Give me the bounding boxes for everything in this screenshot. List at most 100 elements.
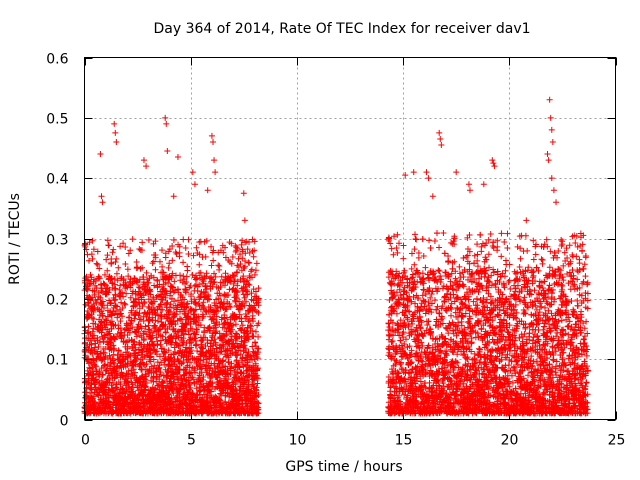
data-point bbox=[129, 362, 136, 369]
data-point bbox=[211, 270, 218, 277]
data-point bbox=[241, 294, 248, 301]
data-point bbox=[191, 283, 198, 290]
data-point bbox=[94, 261, 101, 268]
data-point bbox=[243, 298, 250, 305]
data-point bbox=[239, 237, 246, 244]
data-point bbox=[198, 341, 205, 348]
data-point bbox=[146, 327, 153, 334]
data-point bbox=[194, 347, 201, 354]
data-point bbox=[226, 239, 233, 246]
data-point bbox=[251, 339, 258, 346]
data-point bbox=[218, 273, 225, 280]
data-point bbox=[114, 277, 121, 284]
data-point bbox=[145, 237, 152, 244]
data-point bbox=[190, 252, 197, 259]
data-point bbox=[136, 245, 143, 252]
data-point bbox=[440, 230, 447, 237]
data-point bbox=[193, 385, 200, 392]
data-point bbox=[167, 301, 174, 308]
data-point bbox=[194, 287, 201, 294]
data-point bbox=[196, 261, 203, 268]
data-point bbox=[577, 340, 584, 347]
data-point bbox=[115, 264, 122, 271]
data-point bbox=[154, 338, 161, 345]
data-point bbox=[431, 237, 438, 244]
data-point bbox=[159, 263, 166, 270]
data-point bbox=[252, 267, 259, 274]
data-point bbox=[127, 247, 134, 254]
data-point bbox=[110, 246, 117, 253]
data-point bbox=[117, 318, 124, 325]
data-point bbox=[215, 262, 222, 269]
data-point bbox=[89, 237, 96, 244]
data-point bbox=[109, 249, 116, 256]
data-point bbox=[108, 256, 115, 263]
data-point bbox=[180, 259, 187, 266]
data-point bbox=[245, 259, 252, 266]
data-point bbox=[411, 261, 418, 268]
data-point bbox=[254, 380, 261, 387]
data-point bbox=[139, 239, 146, 246]
data-point bbox=[170, 236, 177, 243]
data-point bbox=[185, 331, 192, 338]
data-point bbox=[255, 285, 262, 292]
data-point bbox=[248, 323, 255, 330]
data-point bbox=[229, 254, 236, 261]
data-point bbox=[202, 253, 209, 260]
data-point bbox=[456, 263, 463, 270]
data-point bbox=[237, 351, 244, 358]
data-point bbox=[127, 294, 134, 301]
data-point bbox=[216, 263, 223, 270]
data-point bbox=[250, 253, 257, 260]
data-point bbox=[185, 236, 192, 243]
data-point bbox=[125, 250, 132, 257]
data-point bbox=[389, 338, 396, 345]
data-point bbox=[113, 270, 120, 277]
data-point bbox=[129, 236, 136, 243]
data-point bbox=[582, 273, 589, 280]
data-point bbox=[419, 270, 426, 277]
data-point bbox=[182, 245, 189, 252]
data-point bbox=[557, 295, 564, 302]
data-point bbox=[249, 333, 256, 340]
data-point bbox=[583, 352, 590, 359]
data-point bbox=[184, 267, 191, 274]
data-point bbox=[498, 230, 505, 237]
data-point bbox=[191, 379, 198, 386]
data-point bbox=[471, 252, 478, 259]
data-point bbox=[193, 244, 200, 251]
scatter-points bbox=[81, 96, 591, 417]
data-point bbox=[235, 255, 242, 262]
data-point bbox=[169, 257, 176, 264]
data-point bbox=[196, 239, 203, 246]
data-point bbox=[118, 310, 125, 317]
data-point bbox=[104, 252, 111, 259]
data-point bbox=[84, 251, 91, 258]
data-point bbox=[165, 264, 172, 271]
data-point bbox=[100, 305, 107, 312]
chart-title: Day 364 of 2014, Rate Of TEC Index for r… bbox=[153, 21, 530, 37]
data-point bbox=[122, 260, 129, 267]
data-point bbox=[200, 373, 207, 380]
data-point bbox=[154, 318, 161, 325]
data-point bbox=[103, 256, 110, 263]
data-point bbox=[121, 300, 128, 307]
data-point bbox=[180, 236, 187, 243]
data-point bbox=[139, 247, 146, 254]
data-point bbox=[448, 312, 455, 319]
data-point bbox=[117, 243, 124, 250]
data-point bbox=[558, 236, 565, 243]
data-point bbox=[566, 242, 573, 249]
data-point bbox=[152, 266, 159, 273]
data-point bbox=[412, 231, 419, 238]
data-point bbox=[408, 250, 415, 257]
data-point bbox=[207, 313, 214, 320]
data-point bbox=[524, 247, 531, 254]
data-point bbox=[234, 262, 241, 269]
data-point bbox=[149, 260, 156, 267]
data-point bbox=[123, 290, 130, 297]
data-point bbox=[93, 260, 100, 267]
data-point bbox=[166, 260, 173, 267]
data-point bbox=[253, 260, 260, 267]
